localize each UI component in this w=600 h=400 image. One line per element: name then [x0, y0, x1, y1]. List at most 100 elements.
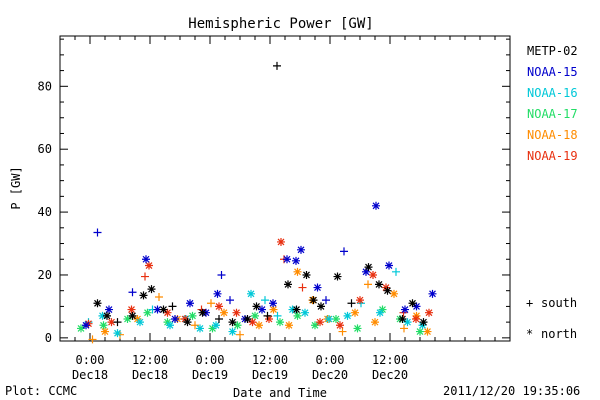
- data-point-noaa-19-north: [316, 318, 324, 327]
- data-point-noaa-19-north: [336, 321, 344, 330]
- marker-glyph: [171, 314, 179, 323]
- data-point-noaa-18-north: [390, 289, 398, 298]
- marker-glyph: [412, 314, 420, 323]
- data-point-noaa-17-north: [233, 321, 242, 330]
- data-point-noaa-17-north: [208, 324, 217, 333]
- marker-glyph: [332, 314, 340, 323]
- legend-entry: METP-02: [527, 44, 578, 58]
- marker-glyph: [251, 311, 259, 320]
- data-point-metp-02-north: [252, 302, 261, 311]
- data-point-noaa-18-north: [423, 327, 432, 336]
- data-point-noaa-19-north: [265, 314, 273, 323]
- data-point-noaa-15-south: [322, 296, 330, 305]
- data-point-noaa-18-south: [236, 330, 244, 339]
- data-point-metp-02-north: [383, 286, 392, 295]
- marker-glyph: [101, 327, 109, 336]
- legend-entry: NOAA-19: [527, 149, 578, 163]
- data-point-noaa-15-north: [385, 261, 393, 270]
- data-point-metp-02-south: [347, 299, 356, 308]
- marker-glyph: [183, 318, 192, 327]
- marker-glyph: [196, 324, 204, 333]
- marker-glyph: [293, 267, 302, 276]
- data-point-noaa-16-north: [343, 311, 352, 320]
- data-point-noaa-15-north: [82, 321, 90, 330]
- marker-glyph: [243, 314, 252, 323]
- x-tick-date-label: Dec20: [312, 368, 348, 382]
- chart-title: Hemispheric Power [GW]: [188, 16, 373, 32]
- data-point-metp-02-north: [147, 285, 156, 294]
- data-point-metp-02-south: [168, 302, 177, 311]
- marker-glyph: [385, 261, 393, 270]
- marker-glyph: [292, 256, 300, 265]
- marker-glyph: [269, 299, 277, 308]
- x-tick-date-label: Dec20: [372, 368, 408, 382]
- legend-entry: NOAA-17: [527, 107, 578, 121]
- marker-glyph: [123, 314, 132, 323]
- marker-glyph: [276, 318, 284, 327]
- marker-glyph: [208, 324, 217, 333]
- marker-glyph: [371, 318, 379, 327]
- marker-glyph: [232, 308, 241, 317]
- marker-glyph: [297, 245, 305, 254]
- marker-glyph: [298, 283, 307, 292]
- data-point-noaa-19-north: [107, 318, 116, 327]
- data-point-noaa-16-north: [376, 308, 384, 317]
- data-point-noaa-19-north: [84, 319, 93, 328]
- data-point-noaa-15-north: [412, 302, 421, 311]
- marker-glyph: [425, 308, 433, 317]
- marker-glyph: [423, 327, 432, 336]
- footer-timestamp: 2011/12/20 19:35:06: [443, 384, 581, 398]
- marker-glyph: [412, 302, 421, 311]
- marker-glyph: [107, 318, 116, 327]
- marker-glyph: [233, 321, 242, 330]
- x-tick-date-label: Dec19: [252, 368, 288, 382]
- marker-glyph: [343, 311, 352, 320]
- marker-glyph: [207, 299, 215, 308]
- marker-glyph: [369, 270, 377, 279]
- marker-glyph: [401, 305, 409, 314]
- data-point-metp-02-north: [398, 314, 407, 323]
- marker-glyph: [263, 311, 272, 320]
- marker-glyph: [105, 305, 113, 314]
- data-markers: [77, 61, 437, 344]
- x-tick-time-label: 0:00: [196, 353, 225, 367]
- data-point-noaa-15-north: [269, 299, 277, 308]
- data-point-noaa-19-south: [298, 283, 307, 292]
- marker-glyph: [301, 308, 309, 317]
- marker-glyph: [400, 324, 408, 333]
- legend: METP-02 NOAA-15 NOAA-16 NOAA-17 NOAA-18 NOAA-…: [527, 44, 578, 163]
- marker-glyph: [88, 335, 97, 344]
- marker-glyph: [139, 291, 148, 300]
- data-point-noaa-17-north: [276, 318, 284, 327]
- data-point-noaa-19-north: [412, 314, 420, 323]
- marker-glyph: [186, 299, 194, 308]
- y-tick-label: 40: [38, 205, 52, 219]
- data-point-metp-02-south: [263, 311, 272, 320]
- data-point-noaa-17-north: [77, 324, 85, 333]
- marker-glyph: [383, 286, 392, 295]
- data-point-noaa-16-north: [325, 314, 333, 323]
- marker-glyph: [362, 267, 370, 276]
- data-point-noaa-15-north: [186, 299, 194, 308]
- marker-glyph: [136, 318, 144, 327]
- marker-glyph: [356, 296, 364, 305]
- data-point-metp-02-north: [198, 308, 207, 317]
- marker-glyph: [309, 296, 318, 305]
- data-point-noaa-15-north: [213, 289, 222, 298]
- data-point-noaa-16-north: [98, 311, 107, 320]
- data-point-noaa-15-north: [401, 305, 409, 314]
- marker-glyph: [155, 292, 163, 301]
- data-point-metp-02-south: [273, 61, 281, 70]
- marker-glyph: [416, 327, 424, 336]
- data-point-noaa-15-north: [153, 305, 162, 314]
- data-point-noaa-17-north: [416, 327, 424, 336]
- marker-glyph: [364, 280, 372, 289]
- data-point-noaa-17-north: [311, 321, 319, 330]
- marker-glyph: [382, 283, 390, 292]
- marker-glyph: [273, 61, 281, 70]
- marker-glyph: [159, 305, 168, 314]
- marker-glyph: [168, 302, 177, 311]
- marker-glyph: [364, 263, 373, 272]
- marker-glyph: [285, 321, 293, 330]
- x-tick-time-label: 12:00: [252, 353, 288, 367]
